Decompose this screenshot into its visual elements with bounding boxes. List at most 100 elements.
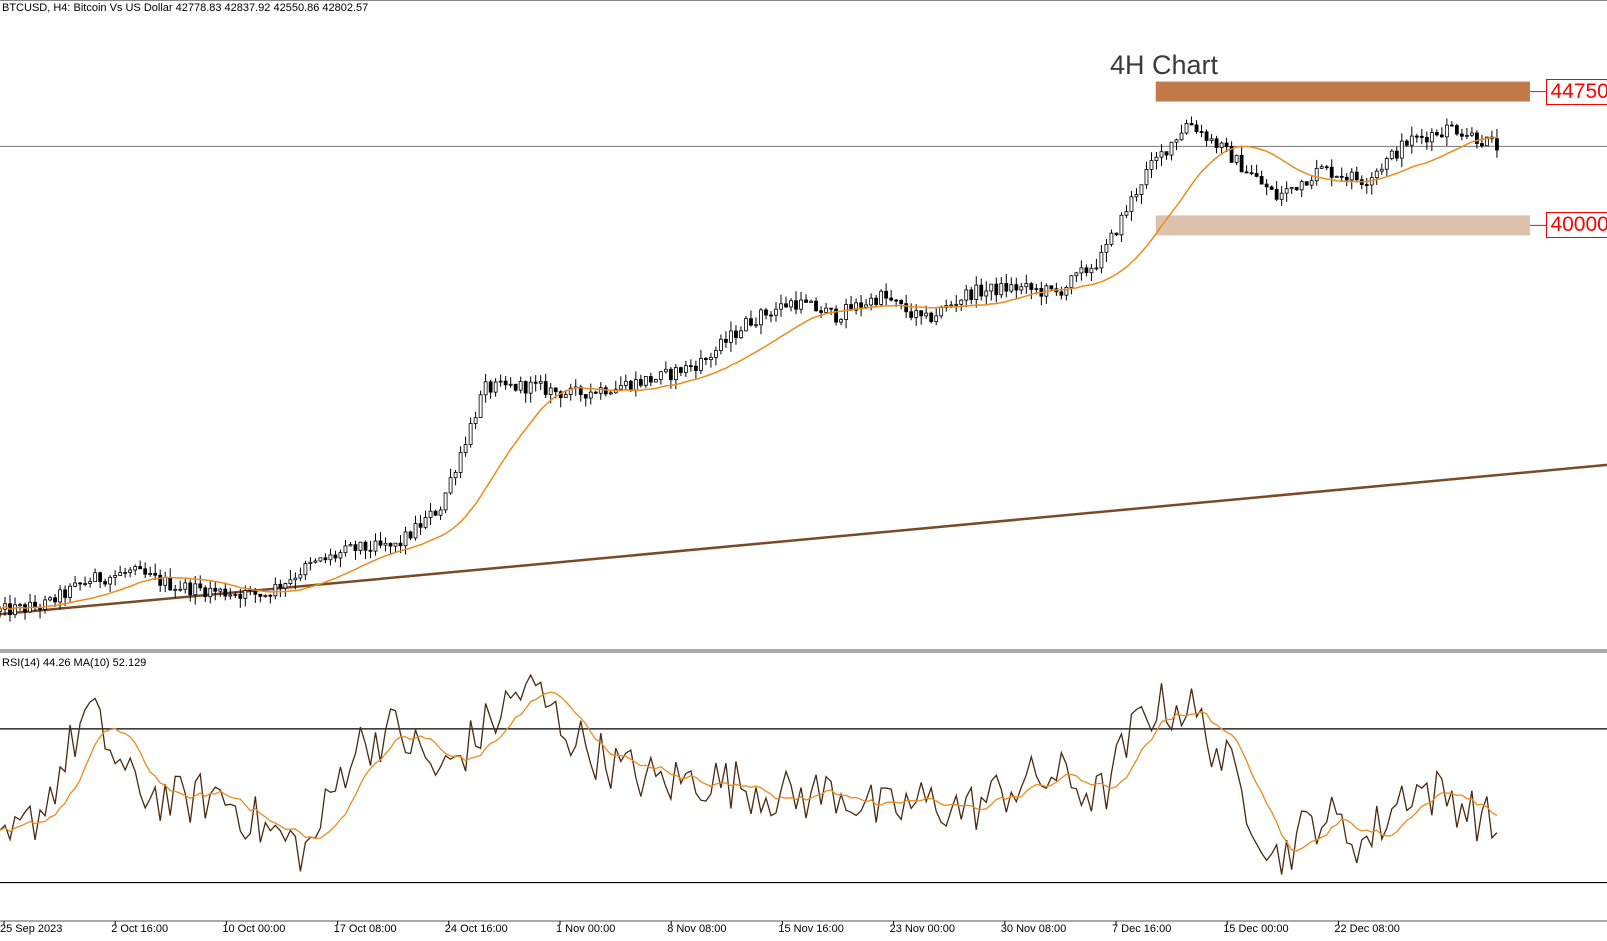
candle-body <box>688 365 693 368</box>
candle-body <box>378 540 383 546</box>
candle-body <box>834 308 838 323</box>
candle-body <box>263 594 268 597</box>
candle-body <box>1409 135 1414 146</box>
candle-body <box>568 387 573 395</box>
candle-body <box>1314 167 1319 182</box>
candle-body <box>303 563 308 576</box>
candle-body <box>143 568 148 575</box>
candle-body <box>48 597 52 601</box>
moving-average-line <box>0 136 1497 611</box>
candle-body <box>18 604 22 607</box>
candle-body <box>759 309 763 326</box>
candle-body <box>909 311 914 318</box>
resistance-zone <box>1155 81 1530 102</box>
candle-body <box>73 582 77 587</box>
candle-body <box>964 289 969 301</box>
candle-body <box>418 523 423 528</box>
candle-body <box>694 365 698 371</box>
candle-body <box>13 604 17 616</box>
candle-body <box>1179 132 1184 141</box>
candle-body <box>538 381 543 384</box>
support-price-label: 40000.00 <box>1546 212 1607 239</box>
candle-body <box>1319 166 1324 169</box>
candle-body <box>658 371 663 380</box>
candle-body <box>1394 150 1399 159</box>
candle-body <box>193 583 198 596</box>
candle-body <box>1344 176 1349 181</box>
resistance-price-label: 44750.00 <box>1546 78 1607 105</box>
candle-body <box>1189 123 1194 126</box>
candle-body <box>223 588 228 597</box>
candle-body <box>1144 169 1149 186</box>
candle-body <box>789 300 793 308</box>
candle-body <box>1259 176 1264 185</box>
candle-body <box>1029 283 1034 290</box>
candle-body <box>894 299 899 302</box>
candle-body <box>208 587 213 598</box>
candle-body <box>628 380 633 391</box>
candle-body <box>1399 140 1404 159</box>
candle-body <box>714 350 718 358</box>
candle-body <box>508 383 513 386</box>
candle-body <box>363 541 368 551</box>
candle-body <box>308 561 313 564</box>
candle-body <box>588 391 593 399</box>
xaxis-tick-label: 24 Oct 16:00 <box>444 923 508 935</box>
candle-body <box>1129 196 1134 212</box>
candle-body <box>1424 137 1429 143</box>
candle-body <box>533 381 538 384</box>
rsi-plot-layer <box>0 673 1607 884</box>
candle-body <box>233 593 238 596</box>
candle-body <box>1089 267 1094 274</box>
xaxis-ticks <box>3 921 1339 925</box>
candle-body <box>1289 187 1294 190</box>
xaxis-tick-label: 2 Oct 16:00 <box>111 923 169 935</box>
rsi-ma-line <box>0 691 1498 852</box>
candle-body <box>448 477 453 494</box>
candle-body <box>1309 180 1314 186</box>
candle-body <box>1349 171 1354 181</box>
symbol-header: BTCUSD, H4: Bitcoin Vs US Dollar 42778.8… <box>2 2 369 14</box>
candle-body <box>1114 232 1119 236</box>
candle-body <box>673 367 678 381</box>
candle-body <box>954 303 959 306</box>
candle-body <box>473 417 478 425</box>
candle-body <box>278 583 283 589</box>
xaxis-tick-label: 7 Dec 16:00 <box>1112 923 1172 935</box>
candle-body <box>824 307 828 313</box>
xaxis-tick-label: 25 Sep 2023 <box>0 923 63 935</box>
candle-body <box>1199 131 1204 133</box>
candle-body <box>423 517 428 528</box>
candle-body <box>1079 267 1084 274</box>
candle-body <box>1009 284 1014 292</box>
candle-body <box>1470 132 1474 136</box>
candle-body <box>1429 132 1434 143</box>
candle-body <box>799 299 803 310</box>
candle-body <box>1109 232 1114 245</box>
rsi-line <box>0 673 1498 875</box>
candle-body <box>138 566 143 570</box>
candle-body <box>33 601 37 608</box>
candle-body <box>809 300 813 303</box>
candle-body <box>1019 286 1024 291</box>
rsi-header: RSI(14) 44.26 MA(10) 52.129 <box>2 657 147 669</box>
candle-body <box>488 381 493 393</box>
candle-body <box>113 575 118 578</box>
candle-body <box>854 302 859 311</box>
candle-body <box>1229 146 1234 163</box>
candle-body <box>924 312 929 317</box>
xaxis-tick-label: 30 Nov 08:00 <box>1000 923 1067 935</box>
candle-body <box>1339 175 1344 178</box>
candle-body <box>979 284 984 297</box>
candle-body <box>258 593 263 597</box>
candle-body <box>1154 156 1159 162</box>
candle-body <box>744 318 748 332</box>
candle-body <box>774 308 778 316</box>
candle-body <box>1284 188 1289 194</box>
candle-body <box>678 367 683 373</box>
candle-body <box>453 472 458 479</box>
candle-body <box>178 588 183 591</box>
candle-body <box>633 379 638 391</box>
candle-body <box>1209 138 1214 141</box>
ascending-trendline <box>0 463 1607 616</box>
